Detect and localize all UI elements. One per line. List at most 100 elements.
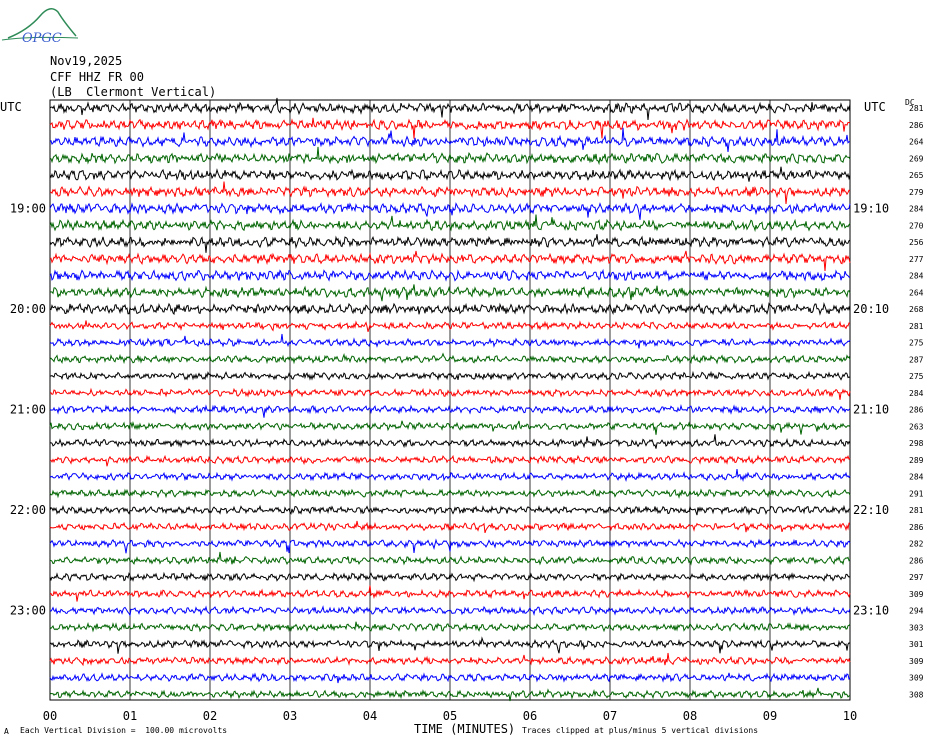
corner-mark: A [4,727,9,736]
trace-line [49,687,851,702]
dc-offset-label: 309 [909,674,924,683]
dc-offset-label: 277 [909,255,924,264]
x-tick-label: 09 [763,709,777,723]
header-location: (LB Clermont Vertical) [50,85,217,99]
trace-line [49,652,851,667]
trace-line [49,234,851,253]
trace-line [50,387,851,400]
trace-line [49,181,851,205]
x-tick-label: 01 [123,709,137,723]
trace-line [49,214,851,233]
trace-line [49,117,851,139]
x-tick-label: 03 [283,709,297,723]
left-hour-label: 22:00 [10,503,46,517]
opgc-logo: OPGC [1,8,79,46]
dc-offset-label: 270 [909,221,924,230]
left-utc-label: UTC [0,100,22,114]
x-tick-label: 04 [363,709,377,723]
trace-line [49,434,851,449]
trace-line [49,469,851,483]
dc-offset-label: 284 [909,473,924,482]
dc-offset-label: 268 [909,305,924,314]
left-hour-label: 21:00 [10,403,46,417]
right-hour-label: 19:10 [853,202,889,216]
trace-line [49,250,851,271]
dc-offset-label: 287 [909,355,924,364]
right-hour-label: 20:10 [853,302,889,316]
dc-offset-label: 291 [909,489,924,498]
dc-offset-label: 282 [909,540,924,549]
dc-offset-label: 298 [909,439,924,448]
dc-offset-label: 289 [909,456,924,465]
trace-line [49,97,851,120]
scale-note: Each Vertical Division = 100.00 microvol… [20,726,228,735]
trace-line [49,403,851,418]
x-tick-label: 07 [603,709,617,723]
dc-offset-label: 297 [909,573,924,582]
trace-line [49,636,851,654]
left-hour-label: 23:00 [10,604,46,618]
trace-line [49,166,851,182]
trace-line [49,333,851,349]
trace-line [49,302,851,316]
left-hour-label: 20:00 [10,302,46,316]
dc-offset-label: 286 [909,556,924,565]
dc-offset-label: 308 [909,690,924,699]
dc-offset-label: 256 [909,238,924,247]
trace-line [49,605,851,617]
trace-line [49,585,851,602]
dc-offset-label: 281 [909,104,924,113]
dc-label: DC [905,98,915,107]
dc-offset-label: 275 [909,339,924,348]
right-hour-label: 21:10 [853,403,889,417]
x-tick-label: 02 [203,709,217,723]
dc-offset-label: 286 [909,121,924,130]
dc-offset-label: 303 [909,623,924,632]
dc-offset-label: 281 [909,506,924,515]
clip-note: Traces clipped at plus/minus 5 vertical … [522,726,759,735]
trace-line [49,504,851,516]
dc-offset-label: 264 [909,288,924,297]
dc-offset-label: 286 [909,523,924,532]
x-axis-label: TIME (MINUTES) [414,722,516,736]
dc-offset-label: 286 [909,406,924,415]
trace-line [49,268,851,282]
trace-line [49,520,851,534]
x-tick-label: 00 [43,709,57,723]
trace-line [49,284,851,302]
logo-text: OPGC [22,31,62,46]
dc-offset-label: 309 [909,590,924,599]
trace-line [49,420,851,435]
trace-line [49,127,850,153]
dc-offset-label: 269 [909,154,924,163]
trace-line [50,370,851,382]
x-tick-label: 06 [523,709,537,723]
trace-line [49,488,851,500]
trace-line [49,320,851,332]
trace-line [49,352,851,365]
trace-line [49,672,851,684]
right-hour-label: 22:10 [853,503,889,517]
trace-line [49,538,851,554]
x-tick-label: 10 [843,709,857,723]
dc-offset-label: 301 [909,640,924,649]
dc-offset-label: 294 [909,607,924,616]
right-utc-label: UTC [864,100,886,114]
dc-offset-label: 284 [909,205,924,214]
dc-offset-label: 263 [909,422,924,431]
trace-line [49,146,851,166]
x-tick-label: 05 [443,709,457,723]
dc-offset-label: 275 [909,372,924,381]
dc-offset-label: 284 [909,389,924,398]
trace-line [49,621,851,633]
dc-offset-label: 279 [909,188,924,197]
header-date: Nov19,2025 [50,54,123,68]
trace-line [49,201,851,220]
dc-offset-label: 284 [909,272,924,281]
header-station: CFF HHZ FR 00 [50,70,144,84]
x-tick-label: 08 [683,709,697,723]
dc-offset-label: 264 [909,138,924,147]
left-hour-label: 19:00 [10,202,46,216]
trace-line [49,454,851,467]
